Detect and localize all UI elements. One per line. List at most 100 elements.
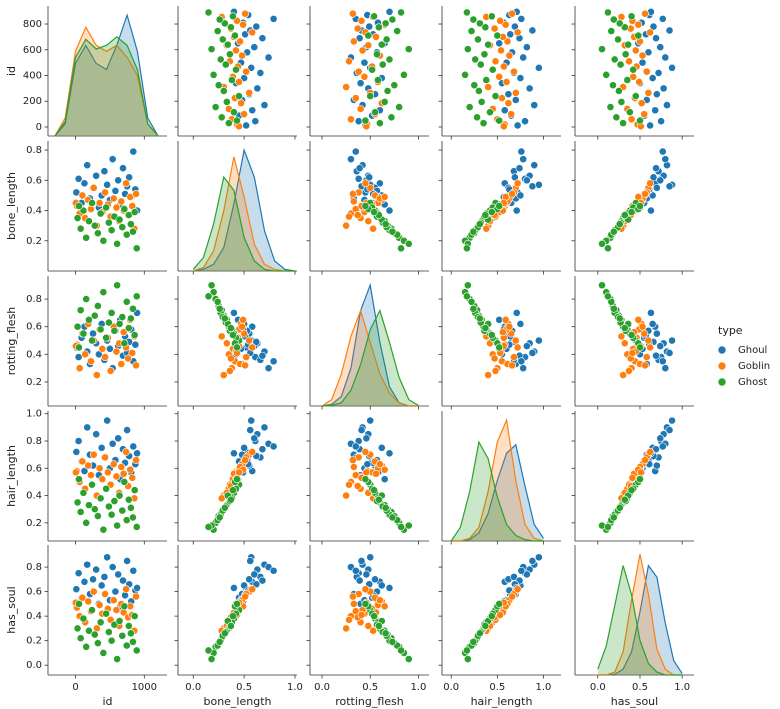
point xyxy=(248,585,257,594)
point xyxy=(114,434,123,443)
point xyxy=(245,575,254,584)
point xyxy=(130,612,139,621)
point xyxy=(380,475,389,484)
point xyxy=(490,354,499,363)
point xyxy=(534,63,543,72)
point xyxy=(256,69,265,77)
point xyxy=(130,331,139,339)
point xyxy=(72,448,81,456)
point xyxy=(668,336,676,345)
kde-area xyxy=(451,420,544,541)
point xyxy=(89,183,98,192)
point xyxy=(133,584,141,592)
point xyxy=(129,637,137,646)
point xyxy=(115,215,124,224)
point xyxy=(513,343,522,352)
kde-area xyxy=(451,442,544,541)
kde-area xyxy=(597,554,683,675)
point xyxy=(530,161,539,170)
point xyxy=(385,584,394,592)
point xyxy=(530,101,539,110)
point xyxy=(126,465,135,474)
point xyxy=(361,585,370,594)
point xyxy=(247,416,256,425)
point xyxy=(92,430,101,439)
point xyxy=(215,513,224,522)
point xyxy=(480,50,489,59)
point xyxy=(131,340,140,349)
point xyxy=(641,361,649,370)
point xyxy=(627,12,636,21)
point xyxy=(357,426,366,434)
point xyxy=(511,336,520,345)
point xyxy=(647,206,655,215)
point xyxy=(388,513,397,522)
point xyxy=(604,292,612,301)
point xyxy=(357,557,366,565)
point xyxy=(371,575,379,584)
x-tick-label: 0.5 xyxy=(362,682,378,693)
point xyxy=(126,629,135,638)
point xyxy=(609,15,618,24)
point xyxy=(108,563,117,571)
point xyxy=(78,191,87,200)
point xyxy=(507,110,516,119)
point xyxy=(73,498,82,507)
point xyxy=(521,117,529,126)
point xyxy=(380,193,389,201)
point xyxy=(665,26,674,35)
point xyxy=(221,60,230,69)
point xyxy=(88,336,96,345)
point xyxy=(229,331,237,339)
point xyxy=(79,329,88,338)
point xyxy=(499,122,508,131)
point xyxy=(629,65,638,74)
point xyxy=(482,224,491,233)
point xyxy=(528,349,537,357)
point xyxy=(112,606,121,614)
point xyxy=(513,585,522,594)
point xyxy=(517,566,526,575)
point xyxy=(370,612,378,621)
point xyxy=(362,434,371,443)
point xyxy=(101,353,109,361)
point xyxy=(493,31,502,40)
point xyxy=(510,353,518,361)
kde-line xyxy=(54,25,159,137)
point xyxy=(508,9,517,18)
point xyxy=(617,332,626,341)
point xyxy=(370,12,378,21)
point xyxy=(619,119,628,128)
point xyxy=(207,45,216,54)
point xyxy=(80,467,89,475)
point xyxy=(397,646,405,655)
point xyxy=(602,70,611,79)
x-axis-label: rotting_flesh xyxy=(335,695,404,708)
point xyxy=(235,78,243,86)
point xyxy=(642,67,651,76)
point xyxy=(128,349,137,357)
point xyxy=(640,110,649,119)
point xyxy=(78,593,87,602)
point xyxy=(100,167,109,176)
point xyxy=(351,147,360,156)
point xyxy=(634,315,643,324)
point xyxy=(491,57,500,66)
point xyxy=(634,20,643,29)
point xyxy=(88,606,96,614)
point xyxy=(528,557,537,565)
point xyxy=(79,614,88,623)
point xyxy=(109,194,118,203)
point xyxy=(495,39,504,48)
point xyxy=(269,357,278,366)
point xyxy=(74,437,83,445)
point xyxy=(476,60,485,69)
point xyxy=(363,460,372,469)
point xyxy=(467,27,476,35)
point xyxy=(104,318,113,327)
x-tick-label: 0.5 xyxy=(632,682,648,693)
point xyxy=(364,622,373,630)
point xyxy=(470,81,479,90)
point xyxy=(604,523,612,531)
point xyxy=(229,612,237,621)
